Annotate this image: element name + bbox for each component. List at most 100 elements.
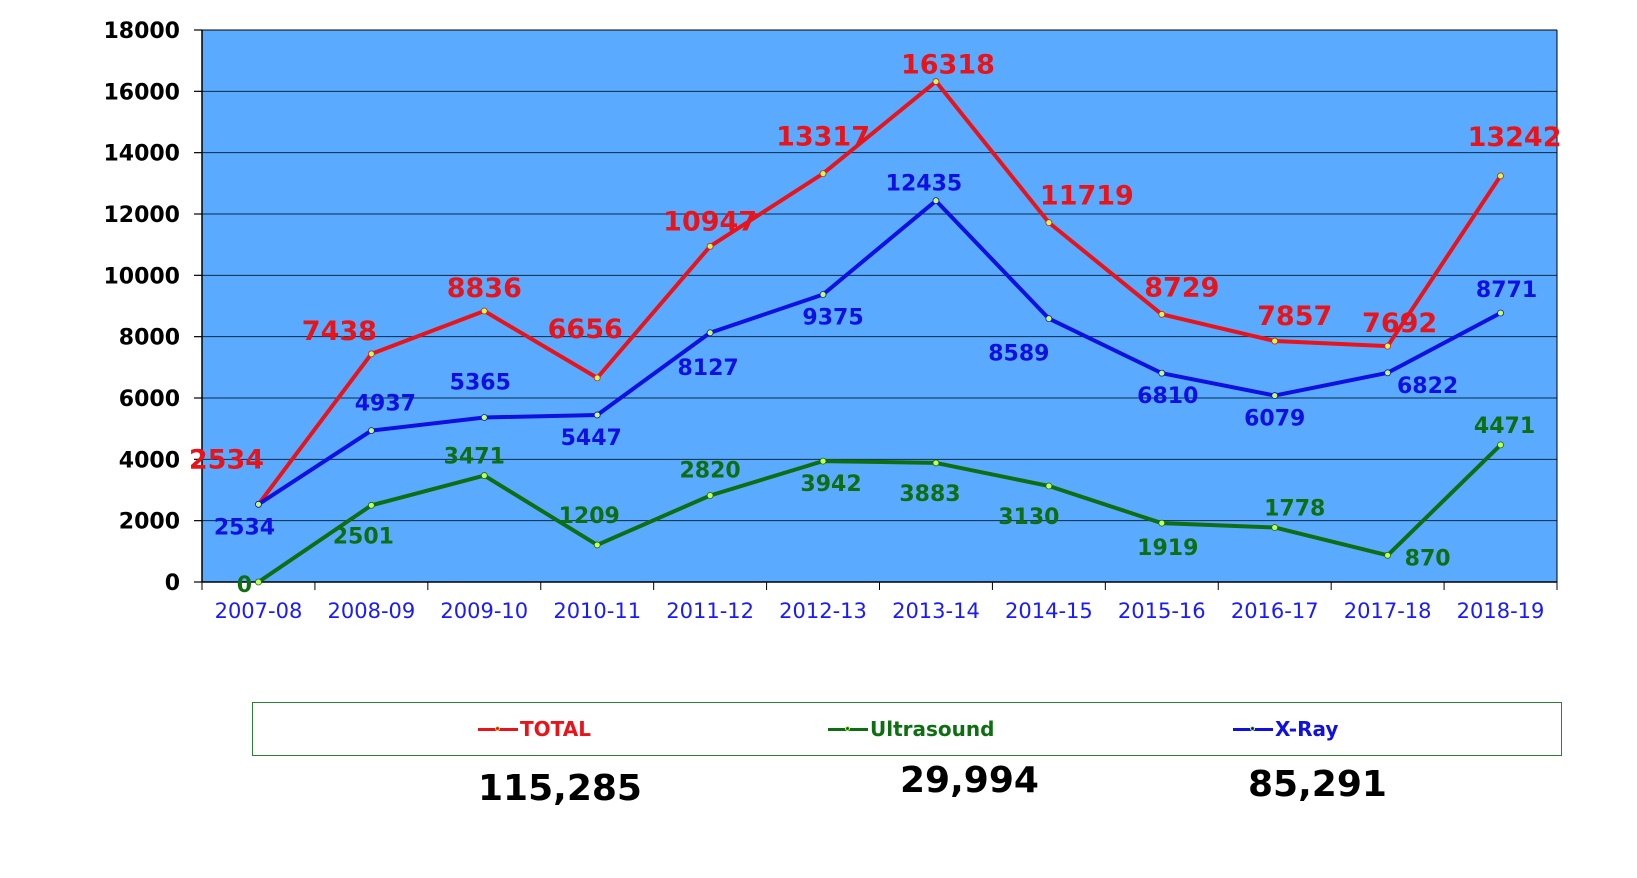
data-label: 1778 xyxy=(1264,496,1325,521)
data-point xyxy=(367,350,375,358)
data-label: 8771 xyxy=(1476,278,1537,303)
xray-count: 85,291 xyxy=(1248,764,1387,805)
data-label: 11719 xyxy=(1040,181,1134,212)
plot-area xyxy=(202,30,1557,582)
legend-item-xray: X-Ray xyxy=(1233,717,1338,741)
data-label: 8589 xyxy=(988,342,1049,367)
data-label: 2534 xyxy=(189,444,264,475)
data-point xyxy=(480,307,488,315)
data-point xyxy=(1158,369,1166,377)
series-line-1 xyxy=(257,443,1502,584)
data-label: 0 xyxy=(237,573,252,598)
data-label: 3471 xyxy=(444,445,505,470)
data-point xyxy=(480,414,488,421)
data-label: 1209 xyxy=(559,504,620,529)
y-tick-label: 16000 xyxy=(103,80,180,105)
legend-line-ultrasound-icon xyxy=(828,726,868,731)
data-label: 6079 xyxy=(1244,407,1305,432)
data-label: 2820 xyxy=(680,459,741,484)
data-point xyxy=(1384,342,1392,350)
y-tick-label: 2000 xyxy=(119,510,180,535)
data-labels: 2534 7438 8836 6656 10947 13317 16318 11719 8729… xyxy=(189,50,1562,598)
y-tick-label: 4000 xyxy=(119,448,180,473)
data-label: 7692 xyxy=(1362,308,1437,339)
data-point xyxy=(1497,441,1504,449)
data-point xyxy=(932,459,940,467)
data-label: 8127 xyxy=(678,356,739,381)
x-tick-label: 2009-10 xyxy=(440,599,528,623)
total-count: 115,285 xyxy=(478,768,642,809)
data-label: 7438 xyxy=(302,316,377,347)
legend-label-total: TOTAL xyxy=(520,717,591,741)
data-label: 3883 xyxy=(899,482,960,507)
data-point xyxy=(593,541,601,549)
y-axis-ticks: 0 2000 4000 6000 8000 10000 12000 14000 16000 180… xyxy=(103,19,202,596)
y-tick-label: 8000 xyxy=(119,326,180,351)
data-label: 5447 xyxy=(561,426,622,451)
data-label: 16318 xyxy=(901,50,995,81)
data-label: 13242 xyxy=(1468,122,1562,153)
legend: TOTAL Ultrasound X-Ray xyxy=(252,702,1562,756)
series-lines xyxy=(255,78,1504,586)
data-point xyxy=(255,578,262,586)
data-label: 13317 xyxy=(776,122,870,153)
data-label: 1919 xyxy=(1137,536,1198,561)
data-label: 10947 xyxy=(663,206,757,237)
x-tick-label: 2016-17 xyxy=(1231,599,1319,623)
data-label: 8729 xyxy=(1144,272,1219,303)
data-label: 870 xyxy=(1405,546,1451,571)
data-point xyxy=(367,427,375,434)
data-point xyxy=(1384,369,1392,377)
data-label: 5365 xyxy=(450,370,511,395)
data-label: 6810 xyxy=(1137,384,1198,409)
data-point xyxy=(255,500,262,508)
x-tick-label: 2013-14 xyxy=(892,599,980,623)
legend-item-total: TOTAL xyxy=(478,717,591,741)
data-point xyxy=(1158,519,1166,527)
data-point xyxy=(706,492,714,499)
x-tick-label: 2007-08 xyxy=(215,599,303,623)
ultrasound-count: 29,994 xyxy=(900,760,1039,801)
data-label: 2534 xyxy=(214,515,275,540)
data-point xyxy=(1271,337,1279,345)
legend-line-xray-icon xyxy=(1233,726,1273,731)
data-point xyxy=(1045,219,1053,227)
x-tick-label: 2015-16 xyxy=(1118,599,1206,623)
data-label: 8836 xyxy=(447,273,522,304)
series-line-2 xyxy=(257,198,1502,506)
data-point xyxy=(593,374,601,382)
data-point xyxy=(932,197,940,205)
data-point xyxy=(706,242,714,250)
data-point xyxy=(1497,172,1504,180)
data-point xyxy=(480,472,488,479)
data-point xyxy=(1384,551,1392,559)
x-tick-label: 2018-19 xyxy=(1457,599,1545,623)
data-point xyxy=(367,501,375,509)
y-tick-label: 14000 xyxy=(103,142,180,167)
data-point xyxy=(706,329,714,337)
data-label: 2501 xyxy=(333,524,394,549)
y-tick-label: 6000 xyxy=(119,387,180,412)
data-label: 6822 xyxy=(1397,374,1458,399)
data-point xyxy=(1271,392,1279,399)
data-point xyxy=(819,170,827,178)
line-chart: 0 2000 4000 6000 8000 10000 12000 14000 16000 180… xyxy=(103,19,1562,623)
data-point xyxy=(819,291,827,298)
data-label: 12435 xyxy=(886,172,963,197)
x-axis-ticks: 2007-08 2008-09 2009-10 2010-11 2011-12 2012-… xyxy=(201,582,1558,623)
x-tick-label: 2014-15 xyxy=(1005,599,1093,623)
data-label: 4471 xyxy=(1474,414,1535,439)
data-label: 6656 xyxy=(548,314,623,345)
y-tick-label: 0 xyxy=(165,571,180,596)
x-tick-label: 2012-13 xyxy=(779,599,867,623)
y-tick-label: 12000 xyxy=(103,203,180,228)
data-label: 7857 xyxy=(1257,301,1332,332)
data-label: 4937 xyxy=(355,392,416,417)
data-label: 3942 xyxy=(800,472,861,497)
x-tick-label: 2010-11 xyxy=(553,599,641,623)
data-label: 9375 xyxy=(802,306,863,331)
x-tick-label: 2017-18 xyxy=(1344,599,1432,623)
data-point xyxy=(1158,310,1166,318)
y-tick-label: 10000 xyxy=(103,264,180,289)
series-line-0 xyxy=(256,79,1503,506)
